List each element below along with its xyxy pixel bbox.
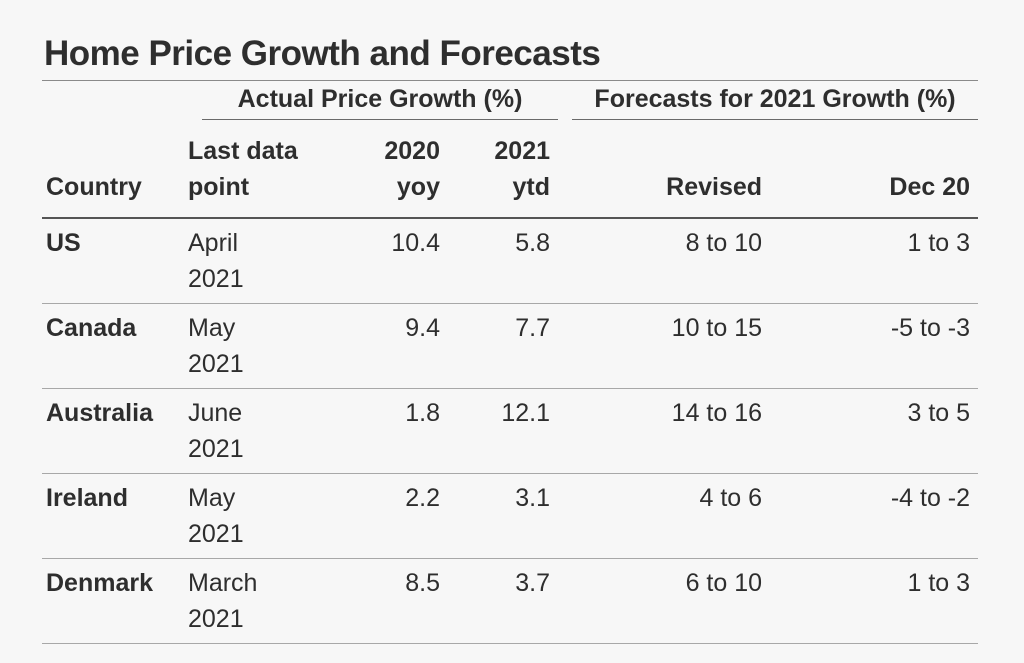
header-2020-line1: 2020 — [384, 137, 440, 165]
cell-last-data-point: March 2021 — [188, 558, 338, 644]
cell-country: Canada — [42, 303, 188, 389]
cell-last-month: May — [188, 314, 236, 342]
cell-2020-yoy: 9.4 — [338, 303, 448, 389]
group-actual-label: Actual Price Growth (%) — [202, 85, 559, 120]
cell-dec-20: -5 to -3 — [770, 303, 979, 389]
cell-2020-yoy: 2.2 — [338, 473, 448, 559]
header-2021-ytd: 2021 ytd — [448, 127, 558, 218]
page-title: Home Price Growth and Forecasts — [44, 34, 601, 73]
table-row: Canada May 2021 9.4 7.7 10 to 15 -5 to -… — [42, 303, 979, 389]
cell-last-month: March — [188, 569, 258, 597]
cell-last-data-point: May 2021 — [188, 303, 338, 389]
cell-revised: 10 to 15 — [558, 303, 771, 389]
cell-2021-ytd: 3.1 — [448, 473, 559, 559]
header-2021-line1: 2021 — [494, 137, 551, 165]
cell-last-year: 2021 — [188, 265, 244, 293]
cell-country: US — [42, 217, 188, 304]
cell-dec-20: 1 to 3 — [770, 558, 979, 644]
cell-country: Denmark — [42, 558, 188, 644]
group-forecast-label: Forecasts for 2021 Growth (%) — [572, 85, 979, 120]
cell-2020-yoy: 8.5 — [338, 558, 448, 644]
cell-country: Australia — [42, 388, 188, 474]
group-spacer — [42, 81, 188, 128]
cell-last-year: 2021 — [188, 605, 244, 633]
table-row: Ireland May 2021 2.2 3.1 4 to 6 -4 to -2 — [42, 473, 979, 559]
cell-2020-yoy: 1.8 — [338, 388, 448, 474]
cell-last-year: 2021 — [188, 520, 244, 548]
cell-dec-20: -4 to -2 — [770, 473, 979, 559]
header-country: Country — [46, 173, 142, 201]
header-2021-line2: ytd — [512, 173, 551, 201]
cell-2020-yoy: 10.4 — [338, 217, 448, 304]
price-growth-table: Actual Price Growth (%) Forecasts for 20… — [42, 80, 979, 644]
cell-dec-20: 3 to 5 — [770, 388, 979, 474]
column-group-row: Actual Price Growth (%) Forecasts for 20… — [42, 81, 979, 128]
cell-revised: 6 to 10 — [558, 558, 771, 644]
table-card: Home Price Growth and Forecasts Actual P… — [42, 22, 979, 644]
header-revised: Revised — [666, 173, 763, 201]
cell-revised: 8 to 10 — [558, 217, 771, 304]
cell-last-year: 2021 — [188, 350, 244, 378]
cell-country: Ireland — [42, 473, 188, 559]
cell-last-data-point: May 2021 — [188, 473, 338, 559]
group-forecast-cell: Forecasts for 2021 Growth (%) — [558, 81, 979, 128]
cell-last-month: April — [188, 229, 239, 257]
cell-last-month: June — [188, 399, 243, 427]
cell-last-month: May — [188, 484, 236, 512]
header-row: Country Last data point 2020 yoy 2021 yt… — [42, 127, 978, 218]
cell-2021-ytd: 3.7 — [448, 558, 559, 644]
table-row: Australia June 2021 1.8 12.1 14 to 16 3 … — [42, 388, 979, 474]
header-2020-yoy: 2020 yoy — [338, 127, 448, 218]
header-2020-line2: yoy — [396, 173, 440, 201]
cell-last-year: 2021 — [188, 435, 244, 463]
cell-2021-ytd: 7.7 — [448, 303, 559, 389]
header-last-data-point: Last data point — [188, 127, 338, 218]
header-last-line2: point — [188, 173, 250, 201]
table-row: Denmark March 2021 8.5 3.7 6 to 10 1 to … — [42, 558, 979, 644]
group-actual-cell: Actual Price Growth (%) — [188, 81, 559, 128]
cell-last-data-point: June 2021 — [188, 388, 338, 474]
cell-2021-ytd: 5.8 — [448, 217, 559, 304]
header-dec-20: Dec 20 — [889, 173, 971, 201]
cell-revised: 14 to 16 — [558, 388, 771, 474]
cell-revised: 4 to 6 — [558, 473, 771, 559]
cell-2021-ytd: 12.1 — [448, 388, 559, 474]
cell-dec-20: 1 to 3 — [770, 217, 979, 304]
cell-last-data-point: April 2021 — [188, 217, 338, 304]
table-row: US April 2021 10.4 5.8 8 to 10 1 to 3 — [42, 217, 979, 304]
header-last-line1: Last data — [188, 137, 298, 165]
